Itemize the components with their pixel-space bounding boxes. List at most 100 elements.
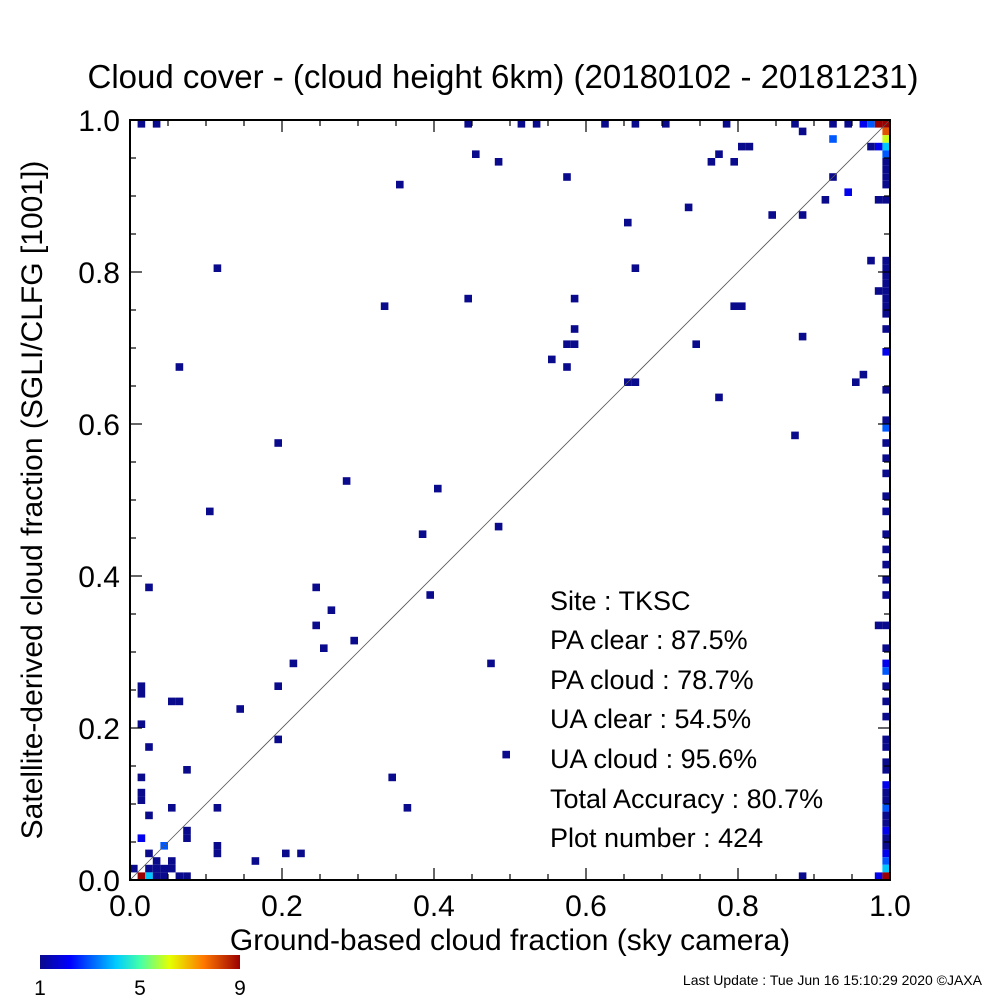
- heatmap-cell: [145, 583, 153, 592]
- heatmap-cell: [183, 766, 191, 774]
- heatmap-cell: [236, 705, 244, 713]
- heatmap-cell: [882, 826, 890, 835]
- colorbar: 1 5 9: [34, 955, 246, 1000]
- heatmap-cell: [601, 120, 609, 128]
- heatmap-cell: [563, 173, 571, 181]
- heatmap-cell: [137, 690, 146, 698]
- heatmap-cell: [631, 378, 640, 386]
- y-tick-label: 0.0: [78, 865, 120, 898]
- heatmap-cell: [152, 872, 161, 880]
- heatmap-cell: [715, 150, 723, 158]
- heatmap-cell: [403, 804, 412, 812]
- heatmap-cell: [624, 218, 632, 227]
- heatmap-cell: [137, 788, 146, 797]
- heatmap-cell: [882, 864, 890, 873]
- heatmap-cell: [882, 545, 890, 554]
- heatmap-cell: [882, 576, 890, 584]
- diagonal-reference-line: [129, 119, 891, 881]
- heatmap-cell: [874, 196, 883, 204]
- heatmap-cell: [882, 766, 890, 774]
- heatmap-cell: [882, 294, 890, 303]
- heatmap-cell: [882, 796, 890, 804]
- heatmap-cell: [882, 735, 890, 744]
- heatmap-cell: [145, 864, 153, 873]
- colorbar-gradient: [40, 955, 240, 969]
- heatmap-cell: [882, 264, 890, 272]
- y-tick-label: 0.8: [78, 257, 120, 290]
- heatmap-cell: [859, 370, 868, 379]
- heatmap-cell: [882, 743, 890, 751]
- heatmap-cell: [798, 332, 807, 341]
- heatmap-cell: [882, 644, 890, 652]
- heatmap-cell: [213, 842, 222, 850]
- heatmap-cell: [168, 857, 176, 865]
- heatmap-cell: [882, 256, 890, 265]
- heatmap-cell: [821, 196, 830, 204]
- heatmap-cell: [274, 439, 282, 447]
- x-tick-label: 0.0: [109, 890, 151, 923]
- heatmap-cell: [494, 158, 503, 166]
- heatmap-cell: [570, 294, 579, 303]
- heatmap-cell: [183, 834, 191, 842]
- heatmap-cell: [791, 120, 799, 128]
- y-tick-label: 0.6: [78, 409, 120, 442]
- heatmap-cell: [137, 834, 146, 842]
- heatmap-cell: [434, 484, 442, 493]
- heatmap-cell: [715, 393, 723, 402]
- heatmap-cell: [472, 150, 480, 158]
- heatmap-cell: [213, 849, 222, 858]
- heatmap-cell: [874, 872, 883, 880]
- heatmap-cell: [418, 530, 427, 538]
- heatmap-cell: [882, 279, 890, 288]
- heatmap-cell: [289, 659, 298, 668]
- heatmap-cell: [874, 142, 883, 151]
- colorbar-label-mid: 5: [134, 977, 146, 1000]
- heatmap-cell: [350, 636, 358, 645]
- x-tick-label: 1.0: [869, 890, 911, 923]
- heatmap-cell: [327, 606, 336, 614]
- x-axis-label: Ground-based cloud fraction (sky camera): [230, 924, 790, 957]
- heatmap-cell: [570, 340, 579, 348]
- stat-plot-number: Plot number : 424: [550, 823, 763, 853]
- heatmap-cell: [707, 158, 716, 166]
- heatmap-cell: [563, 363, 571, 371]
- heatmap-cell: [312, 583, 320, 592]
- heatmap-cell: [730, 158, 738, 166]
- heatmap-cell: [152, 857, 161, 865]
- y-tick-label: 1.0: [78, 105, 120, 138]
- heatmap-cell: [137, 720, 146, 728]
- heatmap-cell: [145, 743, 153, 751]
- heatmap-cell: [867, 256, 875, 265]
- heatmap-cell: [160, 864, 168, 873]
- heatmap-cell: [867, 142, 875, 151]
- heatmap-cell: [183, 826, 191, 835]
- heatmap-cell: [882, 834, 890, 842]
- x-tick-label: 0.2: [261, 890, 303, 923]
- heatmap-cell: [168, 864, 176, 873]
- chart-title: Cloud cover - (cloud height 6km) (201801…: [88, 58, 919, 95]
- heatmap-cell: [213, 804, 222, 812]
- heatmap-cell: [487, 659, 495, 668]
- heatmap-cell: [312, 621, 320, 630]
- heatmap-cell: [563, 340, 571, 348]
- heatmap-cell: [882, 127, 890, 136]
- heatmap-cell: [882, 811, 890, 820]
- heatmap-cell: [342, 477, 351, 485]
- stat-pa-cloud: PA cloud : 78.7%: [550, 665, 754, 695]
- heatmap-cell: [882, 682, 890, 690]
- heatmap-cell: [631, 120, 640, 128]
- heatmap-cell: [137, 773, 146, 782]
- heatmap-cell: [396, 180, 404, 189]
- heatmap-cell: [152, 120, 161, 128]
- heatmap-cell: [145, 811, 153, 820]
- stat-total-accuracy: Total Accuracy : 80.7%: [550, 784, 823, 814]
- heatmap-cell: [168, 804, 176, 812]
- heatmap-cell: [882, 697, 890, 706]
- heatmap-cell: [882, 621, 890, 630]
- heatmap-cell: [882, 530, 890, 538]
- heatmap-cell: [798, 211, 807, 219]
- heatmap-cell: [882, 310, 890, 318]
- heatmap-cell: [882, 712, 890, 721]
- heatmap-cell: [882, 781, 890, 789]
